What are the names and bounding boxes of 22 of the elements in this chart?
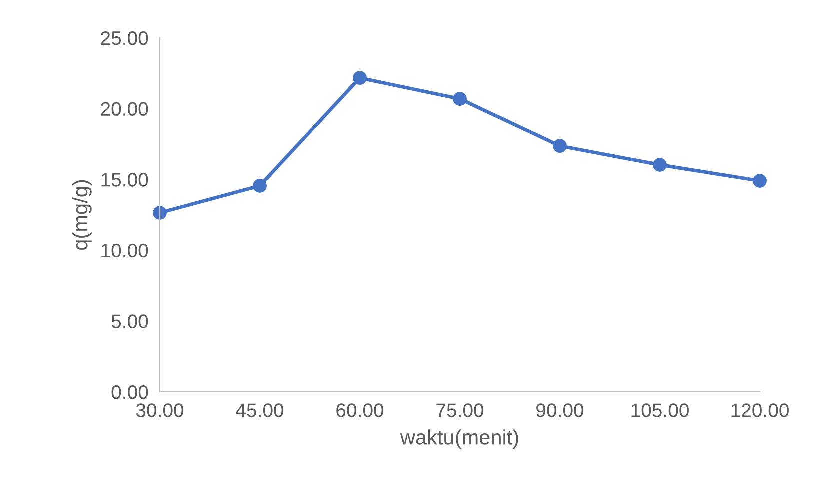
y-axis-title: q(mg/g) bbox=[72, 180, 92, 250]
point bbox=[753, 174, 767, 188]
y-tick-label: 25.00 bbox=[101, 31, 148, 46]
x-tick-label: 120.00 bbox=[732, 404, 789, 418]
x-tick-label: 60.00 bbox=[336, 404, 384, 418]
point bbox=[453, 92, 467, 106]
x-axis-title: waktu(menit) bbox=[400, 430, 518, 449]
x-tick-label: 30.00 bbox=[136, 404, 184, 418]
point bbox=[353, 71, 367, 86]
point bbox=[153, 206, 167, 220]
point bbox=[253, 179, 267, 193]
y-tick-label: 20.00 bbox=[101, 102, 148, 116]
x-tick-label: 105.00 bbox=[632, 404, 689, 418]
x-tick-label: 75.00 bbox=[436, 404, 484, 418]
point bbox=[553, 139, 567, 153]
x-tick-label: 45.00 bbox=[236, 404, 284, 418]
y-tick-label: 15.00 bbox=[102, 173, 148, 187]
y-tick-label: 0.00 bbox=[112, 385, 148, 400]
y-tick-label: 10.00 bbox=[102, 244, 148, 258]
x-tick-label: 90.00 bbox=[536, 404, 584, 418]
y-tick-label: 5.00 bbox=[112, 314, 148, 328]
point bbox=[653, 158, 667, 172]
